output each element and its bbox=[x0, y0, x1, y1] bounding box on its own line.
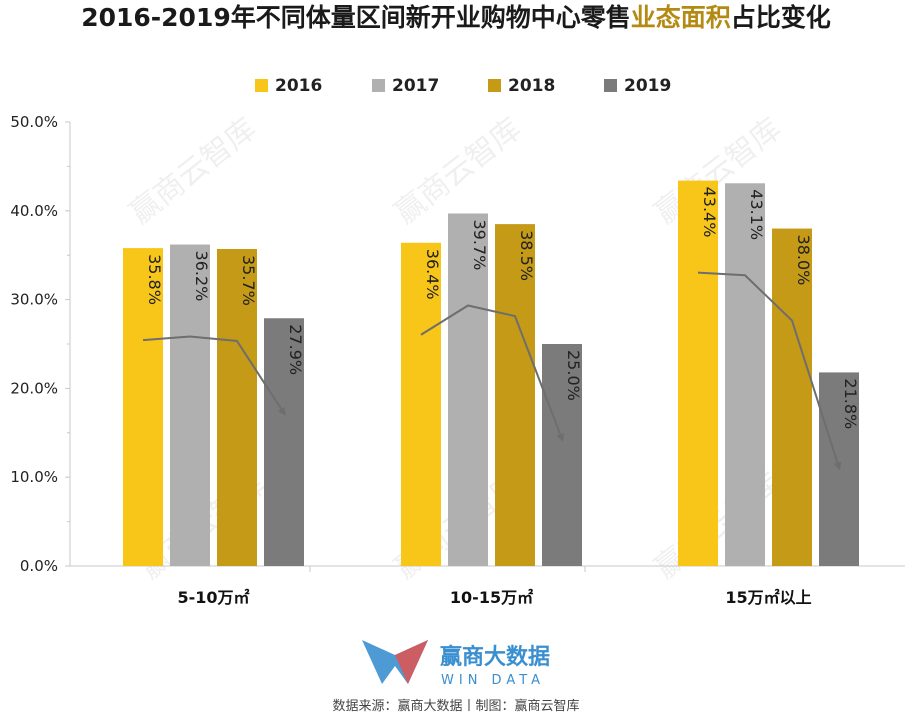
bar-value-label: 21.8% bbox=[841, 378, 860, 429]
title-main: 2016-2019年不同体量区间新开业购物中心零售 bbox=[81, 3, 631, 32]
legend-swatch bbox=[372, 79, 385, 92]
y-tick-label: 0.0% bbox=[20, 557, 58, 575]
source-note: 数据来源：赢商大数据丨制图：赢商云智库 bbox=[332, 698, 579, 714]
legend-label: 2019 bbox=[624, 76, 671, 96]
bar bbox=[217, 248, 257, 566]
bar-value-label: 36.2% bbox=[192, 251, 211, 302]
bar bbox=[401, 242, 441, 566]
trend-arrow bbox=[142, 335, 286, 416]
bar-value-label: 35.7% bbox=[239, 255, 258, 306]
bar bbox=[495, 224, 535, 566]
logo-en: WIN DATA bbox=[441, 673, 545, 688]
watermark: 赢商云智库 bbox=[648, 466, 788, 586]
data-labels: 35.8% 36.2% 35.7% 27.9% 36.4% 39.7% 38.5% 25.0%… bbox=[145, 187, 860, 430]
bar-value-label: 38.5% bbox=[517, 230, 536, 281]
y-tick-label: 10.0% bbox=[10, 468, 58, 486]
logo: 赢商大数据 WIN DATA bbox=[362, 640, 550, 688]
bar bbox=[123, 248, 163, 566]
x-category-label: 15万㎡以上 bbox=[725, 588, 811, 607]
legend-label: 2017 bbox=[392, 76, 439, 96]
bar bbox=[725, 183, 765, 566]
bar-value-label: 39.7% bbox=[470, 219, 489, 270]
legend-swatch bbox=[604, 79, 617, 92]
y-tick-label: 50.0% bbox=[10, 113, 58, 131]
bar-value-label: 43.4% bbox=[700, 187, 719, 238]
x-category-label: 5-10万㎡ bbox=[177, 588, 249, 607]
watermark: 赢商云智库 bbox=[388, 111, 528, 231]
trend-arrow bbox=[420, 304, 564, 442]
bar bbox=[448, 213, 488, 567]
logo-mark-accent-icon bbox=[395, 640, 428, 684]
bar-value-label: 43.1% bbox=[747, 189, 766, 240]
x-category-label: 10-15万㎡ bbox=[450, 588, 533, 607]
bar bbox=[678, 180, 718, 566]
axes: 0.0% 10.0% 20.0% 30.0% 40.0% 50.0% 5-10万㎡ 10-15… bbox=[10, 113, 905, 607]
legend: 2016 2017 2018 2019 bbox=[255, 76, 671, 96]
y-tick-label: 30.0% bbox=[10, 291, 58, 309]
legend-label: 2018 bbox=[508, 76, 555, 96]
bar bbox=[542, 344, 582, 566]
bar bbox=[170, 244, 210, 566]
bar bbox=[264, 318, 304, 566]
bars bbox=[123, 180, 859, 567]
y-tick-label: 40.0% bbox=[10, 202, 58, 220]
legend-swatch bbox=[255, 79, 268, 92]
legend-swatch bbox=[488, 79, 501, 92]
trend-arrow bbox=[697, 271, 842, 471]
logo-cn: 赢商大数据 bbox=[440, 644, 550, 670]
title-tail: 占比变化 bbox=[731, 3, 831, 32]
chart-title: 2016-2019年不同体量区间新开业购物中心零售业态面积占比变化 bbox=[81, 3, 831, 32]
y-tick-label: 20.0% bbox=[10, 379, 58, 397]
bar-value-label: 36.4% bbox=[423, 249, 442, 300]
title-highlight: 业态面积 bbox=[631, 3, 731, 32]
legend-label: 2016 bbox=[275, 76, 322, 96]
bar-value-label: 27.9% bbox=[286, 324, 305, 375]
watermark: 赢商云智库 bbox=[123, 111, 263, 231]
bar-value-label: 38.0% bbox=[794, 235, 813, 286]
trend-arrows bbox=[142, 271, 842, 471]
bar bbox=[772, 228, 812, 566]
bar-value-label: 25.0% bbox=[564, 350, 583, 401]
bar-value-label: 35.8% bbox=[145, 254, 164, 305]
